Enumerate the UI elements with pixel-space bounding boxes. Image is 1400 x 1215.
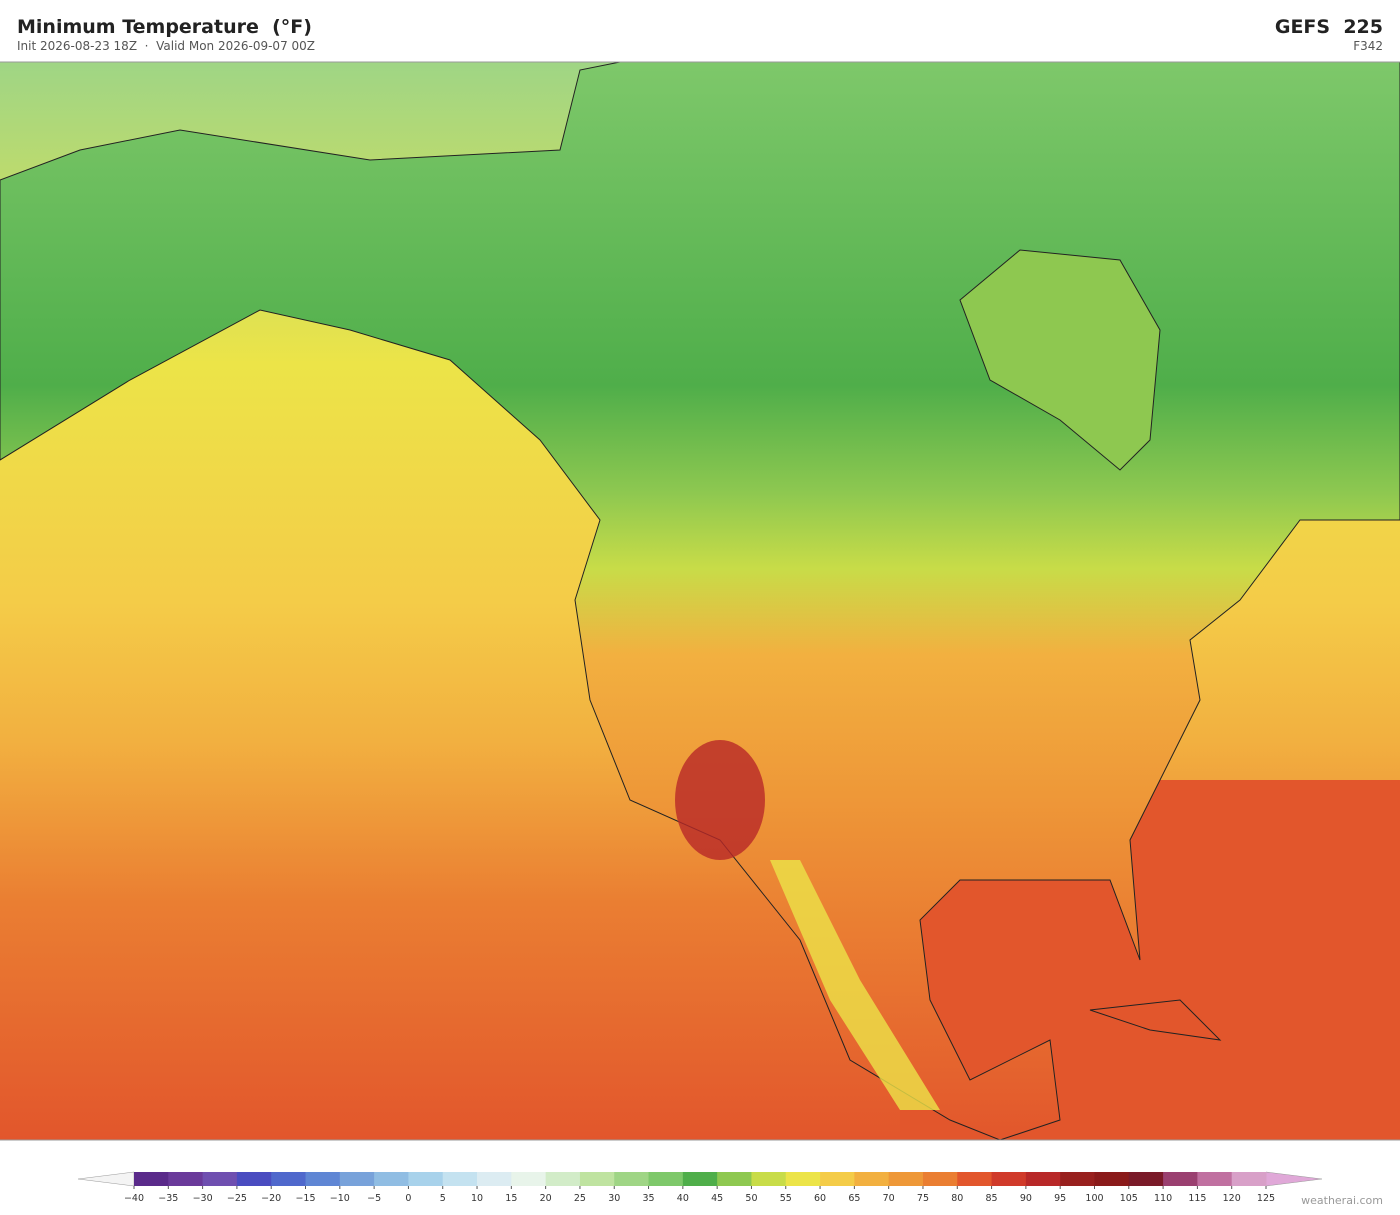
colorbar-tick-label: 5 — [440, 1193, 446, 1204]
colorbar-tick-label: 100 — [1085, 1193, 1103, 1204]
colorbar-segment — [1197, 1172, 1233, 1186]
colorbar-tick-label: 70 — [883, 1193, 895, 1204]
colorbar-tick-label: −35 — [158, 1193, 178, 1204]
colorbar-tick-label: 30 — [608, 1193, 620, 1204]
colorbar-segment — [579, 1172, 615, 1186]
map-title: Minimum Temperature (°F) — [17, 16, 312, 38]
model-label: GEFS 225 — [1274, 16, 1383, 38]
hudson-bay — [959, 249, 1161, 471]
colorbar-tick-label: 20 — [540, 1193, 552, 1204]
colorbar-tick-label: 40 — [677, 1193, 689, 1204]
colorbar-tick-label: −30 — [193, 1193, 213, 1204]
colorbar-tick-label: 110 — [1154, 1193, 1172, 1204]
colorbar-segment — [1025, 1172, 1061, 1186]
credit: weatherai.com — [1301, 1194, 1383, 1207]
colorbar-tick-label: 55 — [780, 1193, 792, 1204]
colorbar-segment — [271, 1172, 307, 1186]
colorbar-tick-label: 75 — [917, 1193, 929, 1204]
colorbar-tick-label: −15 — [295, 1193, 315, 1204]
colorbar-segment — [785, 1172, 821, 1186]
colorbar-tick-label: −5 — [367, 1193, 381, 1204]
colorbar-tick-label: −20 — [261, 1193, 281, 1204]
colorbar-tick-label: 25 — [574, 1193, 586, 1204]
map-subtitle: Init 2026-08-23 18Z · Valid Mon 2026-09-… — [17, 39, 316, 53]
colorbar-segment — [717, 1172, 752, 1186]
colorbar-segment — [305, 1172, 341, 1186]
desert-heat — [675, 740, 765, 860]
colorbar-tick-label: 95 — [1054, 1193, 1066, 1204]
colorbar-segment — [545, 1172, 581, 1186]
colorbar-tick-label: −25 — [227, 1193, 247, 1204]
colorbar-tick-label: 65 — [848, 1193, 860, 1204]
colorbar-segment — [751, 1172, 787, 1186]
colorbar-tick-label: 80 — [951, 1193, 963, 1204]
colorbar-segment — [339, 1172, 375, 1186]
colorbar-segment — [614, 1172, 650, 1186]
colorbar-segment — [991, 1172, 1027, 1186]
colorbar-tick-label: 120 — [1223, 1193, 1241, 1204]
colorbar-segment — [442, 1172, 478, 1186]
colorbar-segment — [1163, 1172, 1198, 1186]
colorbar-tick-label: 60 — [814, 1193, 826, 1204]
colorbar-segment — [374, 1172, 409, 1186]
colorbar-segment — [202, 1172, 238, 1186]
colorbar-tick-label: 35 — [642, 1193, 654, 1204]
colorbar-segment — [957, 1172, 993, 1186]
colorbar-tick-label: 45 — [711, 1193, 723, 1204]
colorbar-extend — [1265, 1171, 1323, 1187]
colorbar-extend — [77, 1171, 135, 1187]
colorbar-segment — [1231, 1172, 1267, 1186]
colorbar-tick-label: 85 — [986, 1193, 998, 1204]
colorbar-segment — [888, 1172, 924, 1186]
colorbar-tick-label: 50 — [745, 1193, 757, 1204]
colorbar-tick-label: 10 — [471, 1193, 483, 1204]
colorbar-segment — [1060, 1172, 1095, 1186]
colorbar-segment — [820, 1172, 855, 1186]
colorbar-tick-label: 0 — [405, 1193, 411, 1204]
colorbar-tick-label: 90 — [1020, 1193, 1032, 1204]
cuba — [1089, 999, 1222, 1041]
mexico-highlands — [770, 860, 940, 1110]
colorbar-tick-label: 15 — [505, 1193, 517, 1204]
colorbar-segment — [134, 1172, 169, 1186]
colorbar-segment — [922, 1172, 958, 1186]
colorbar-tick-label: −40 — [124, 1193, 144, 1204]
colorbar-segment — [408, 1172, 444, 1186]
forecast-hour: F342 — [1353, 39, 1383, 53]
colorbar-tick-label: 115 — [1188, 1193, 1206, 1204]
colorbar-segment — [477, 1172, 512, 1186]
colorbar-segment — [1128, 1172, 1164, 1186]
colorbar-tick-label: −10 — [330, 1193, 350, 1204]
colorbar-segment — [648, 1172, 684, 1186]
colorbar-segment — [236, 1172, 272, 1186]
colorbar-segment — [511, 1172, 547, 1186]
colorbar-segment — [168, 1172, 204, 1186]
colorbar: −40 −35 −30 −25 −20 −15 −10 −5 0 5 10 15 20 25 30 35 40 4… — [77, 1171, 1323, 1204]
colorbar-segment — [854, 1172, 890, 1186]
colorbar-segment — [682, 1172, 718, 1186]
colorbar-tick-label: 105 — [1120, 1193, 1138, 1204]
colorbar-tick-label: 125 — [1257, 1193, 1275, 1204]
colorbar-segment — [1094, 1172, 1130, 1186]
